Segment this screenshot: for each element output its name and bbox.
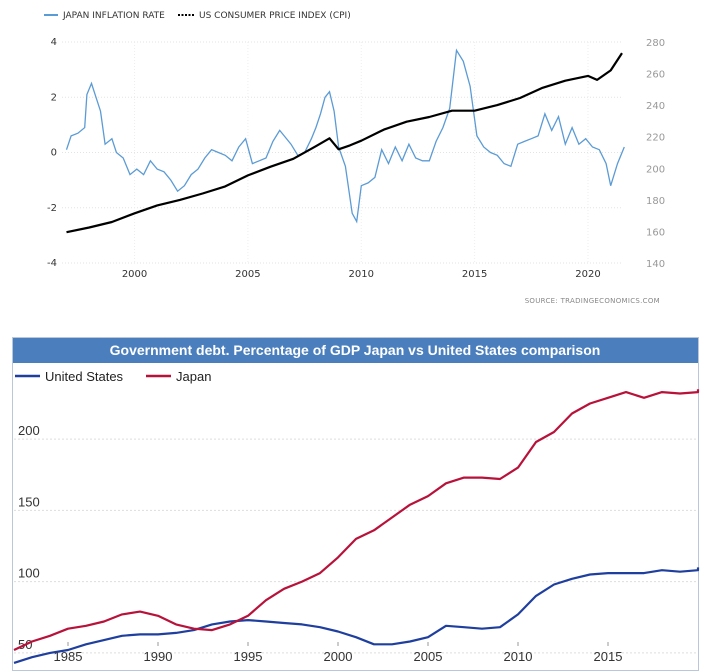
top-left-tick-label: 2	[51, 92, 57, 103]
top-legend: JAPAN INFLATION RATE US CONSUMER PRICE I…	[44, 11, 351, 21]
top-left-axis: 4 2 0 -2 -4	[47, 37, 57, 269]
bottom-legend: United States Japan	[15, 369, 211, 384]
series-line-united-states	[13, 567, 700, 664]
top-right-tick-label: 140	[646, 259, 665, 270]
bottom-x-tick-label: 1985	[54, 649, 83, 664]
top-left-tick-label: -4	[47, 258, 57, 269]
top-right-tick-label: 260	[646, 70, 665, 81]
bottom-x-tick-label: 2015	[594, 649, 623, 664]
top-right-tick-label: 220	[646, 133, 665, 144]
legend-label-united-states: United States	[45, 369, 124, 384]
japan-inflation-vs-us-cpi-chart: JAPAN INFLATION RATE US CONSUMER PRICE I…	[44, 11, 665, 305]
bottom-x-tick-label: 1990	[144, 649, 173, 664]
top-right-tick-label: 160	[646, 227, 665, 238]
bottom-grid	[14, 438, 698, 654]
legend-label-japan: Japan	[176, 369, 211, 384]
bottom-x-tick-label: 2000	[324, 649, 353, 664]
government-debt-comparison-chart: Government debt. Percentage of GDP Japan…	[12, 337, 700, 671]
top-left-tick-label: -2	[47, 203, 57, 214]
bottom-x-tick-label: 2010	[504, 649, 533, 664]
top-right-tick-label: 240	[646, 101, 665, 112]
bottom-series	[13, 389, 700, 664]
top-right-axis: 280 260 240 220 200 180 160 140	[646, 38, 665, 270]
top-x-tick-label: 2000	[122, 269, 147, 280]
top-x-tick-label: 2015	[462, 269, 487, 280]
chart-frame	[12, 337, 699, 671]
legend-label-us-cpi: US CONSUMER PRICE INDEX (CPI)	[199, 11, 351, 21]
series-line-us-cpi	[66, 52, 623, 234]
bottom-y-tick-label: 100	[18, 566, 40, 581]
top-right-tick-label: 280	[646, 38, 665, 49]
top-x-tick-label: 2010	[349, 269, 374, 280]
bottom-y-tick-label: 150	[18, 494, 40, 509]
top-x-tick-label: 2020	[575, 269, 600, 280]
top-left-tick-label: 0	[51, 148, 57, 159]
top-right-tick-label: 200	[646, 164, 665, 175]
top-left-tick-label: 4	[51, 37, 57, 48]
top-x-axis: 2000 2005 2010 2015 2020	[122, 269, 601, 280]
top-right-tick-label: 180	[646, 196, 665, 207]
top-x-tick-label: 2005	[235, 269, 260, 280]
legend-label-japan-inflation: JAPAN INFLATION RATE	[62, 11, 165, 21]
bottom-y-tick-label: 200	[18, 423, 40, 438]
top-series	[65, 48, 625, 234]
bottom-x-tick-label: 1995	[234, 649, 263, 664]
top-grid	[62, 41, 622, 264]
bottom-x-axis: 1985 1990 1995 2000 2005 2010 2015	[54, 649, 623, 664]
chart-title: Government debt. Percentage of GDP Japan…	[110, 342, 601, 358]
title-bar	[13, 338, 698, 363]
bottom-x-tick-label: 2005	[414, 649, 443, 664]
series-line-japan	[13, 389, 700, 651]
source-label: SOURCE: TRADINGECONOMICS.COM	[525, 297, 660, 305]
series-line-japan-inflation	[65, 48, 625, 224]
